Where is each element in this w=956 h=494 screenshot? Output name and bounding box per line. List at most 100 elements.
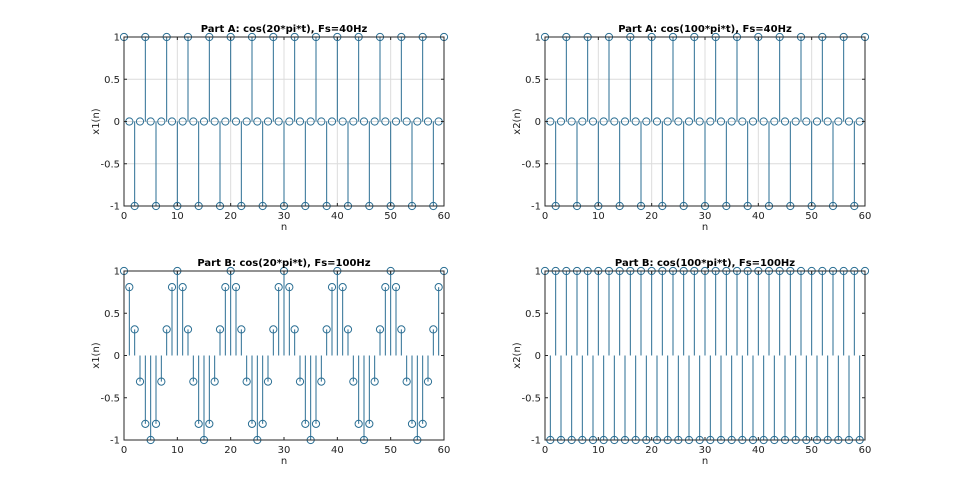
stem-marker [423,377,433,386]
stem-marker [247,419,257,428]
y-tick-label: -0.5 [100,393,120,404]
stem-marker [349,377,358,386]
stem-marker [429,325,438,334]
stem-marker [812,117,822,126]
stem-marker [652,117,662,126]
stem-marker [413,117,422,126]
y-tick-label: 1 [114,267,120,278]
stem-marker [258,419,267,428]
y-tick-label: 0.5 [104,309,120,320]
chart-title: Part B: cos(100*pi*t), Fs=100Hz [615,258,795,269]
stem-marker [759,117,768,126]
x-tick-label: 30 [699,211,712,222]
stem-marker [242,117,251,126]
stem-marker [588,117,598,126]
stem-marker [141,419,150,428]
stem-marker [834,117,843,126]
stem-marker [253,117,262,126]
stem-marker [365,419,374,428]
y-tick-label: 0.5 [525,309,541,320]
stem-marker [402,117,411,126]
stem-marker [381,117,390,126]
stem-marker [135,117,145,126]
stem-marker [295,117,305,126]
stem-marker [269,325,278,334]
stem-marker [231,283,241,292]
x-tick-label: 60 [438,445,451,456]
stem-marker [301,419,310,428]
stem-marker [221,283,230,292]
stem-marker [183,325,193,334]
subplot-3: 0 10 20 30 40 50 60 1 0.5 0 -0.5 -1 Part B: cos(20*p… [91,258,450,467]
y-tick-label: 0.5 [525,75,541,86]
x-tick-label: 0 [542,211,548,222]
stem-marker [620,117,630,126]
x-tick-label: 40 [331,445,344,456]
stem-marker [780,117,790,126]
x-tick-label: 60 [438,211,451,222]
stem-marker [381,283,390,292]
stem-marker [194,419,203,428]
x-tick-label: 50 [384,445,397,456]
stem-marker [327,117,337,126]
stem-marker [391,117,401,126]
stem-marker [167,117,177,126]
stem-marker [706,117,715,126]
chart-title: Part A: cos(100*pi*t), Fs=40Hz [618,24,792,35]
stem-marker [199,117,209,126]
stem-marker [556,117,566,126]
stem-marker [349,117,358,126]
x-tick-label: 20 [224,211,237,222]
x-axis-label: n [702,222,708,233]
stem-marker [317,117,326,126]
stem-marker [210,377,219,386]
stem-marker [151,419,161,428]
stem-marker [306,117,315,126]
stem-marker [748,117,758,126]
stem-marker [338,283,347,292]
stem-marker [189,117,198,126]
x-tick-label: 20 [645,445,658,456]
stem-marker [215,325,225,334]
y-tick-label: -1 [110,202,120,213]
stem-marker [157,377,166,386]
x-tick-label: 10 [171,445,184,456]
stem-marker [578,117,587,126]
stem-marker [146,117,155,126]
stem-marker [631,117,640,126]
stem-marker [402,377,411,386]
stem-marker [263,377,273,386]
stem-marker [823,117,832,126]
stem-marker [343,325,353,334]
x-tick-label: 30 [278,445,291,456]
x-tick-label: 60 [859,211,872,222]
x-tick-label: 10 [592,445,605,456]
chart-title: Part A: cos(20*pi*t), Fs=40Hz [201,24,368,35]
y-tick-label: -0.5 [521,159,541,170]
stem-marker [125,283,134,292]
x-tick-label: 40 [752,445,765,456]
x-tick-label: 40 [752,211,765,222]
stem-marker [434,283,443,292]
stem-marker [370,377,379,386]
y-tick-label: -1 [531,202,541,213]
x-tick-label: 0 [542,445,548,456]
y-axis-label: x1(n) [91,108,102,135]
stem-marker [791,117,800,126]
stem-marker [221,117,230,126]
stem-marker [695,117,704,126]
stem-marker [237,325,246,334]
stem-marker [397,325,406,334]
stem-marker [263,117,273,126]
stem-marker [359,117,369,126]
stem-marker [391,283,401,292]
subplot-4: 0 10 20 30 40 50 60 1 0.5 0 -0.5 -1 Part B: cos(100*… [512,258,871,467]
y-tick-label: 1 [535,267,541,278]
stem-marker [423,117,433,126]
stem-marker [274,283,283,292]
stem-marker [162,325,171,334]
x-tick-label: 20 [224,445,237,456]
y-tick-label: 0 [535,117,541,128]
stem-marker [311,419,321,428]
